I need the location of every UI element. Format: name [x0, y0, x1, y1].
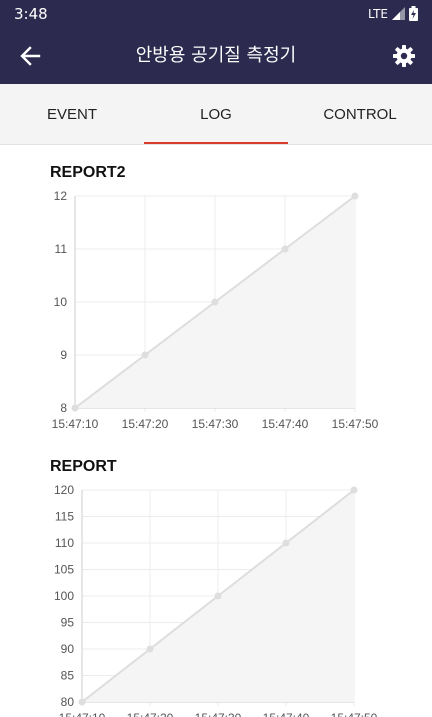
status-bar: 3:48 LTE [0, 0, 432, 28]
x-tick-label: 15:47:30 [195, 711, 242, 717]
network-label: LTE [368, 6, 388, 21]
y-tick-label: 115 [55, 510, 74, 524]
app-title: 안방용 공기질 측정기 [135, 45, 297, 66]
y-tick-label: 105 [54, 563, 74, 577]
tab-log[interactable]: LOG [144, 84, 288, 144]
data-point [78, 698, 86, 706]
x-tick-label: 15:47:50 [331, 711, 378, 717]
y-tick-label: 90 [61, 642, 75, 656]
status-time: 3:48 [14, 5, 48, 23]
tab-bar: EVENT LOG CONTROL [0, 84, 432, 145]
back-button[interactable] [14, 42, 46, 70]
x-tick-label: 15:47:50 [332, 417, 379, 431]
data-point [214, 592, 222, 600]
y-tick-label: 120 [54, 483, 74, 497]
data-point [282, 539, 290, 547]
chart-report: 80 85 90 95 100 105 110 115 120 15:47:10 15:47:20 1… [54, 483, 378, 717]
y-tick-label: 12 [54, 189, 68, 203]
y-tick-label: 95 [61, 616, 75, 630]
chart-title-report: REPORT [50, 458, 117, 475]
data-point [350, 486, 358, 494]
x-tick-label: 15:47:10 [59, 711, 106, 717]
data-point [146, 645, 154, 653]
x-tick-label: 15:47:10 [52, 417, 99, 431]
data-point [351, 192, 359, 200]
y-tick-label: 100 [54, 589, 74, 603]
battery-icon [409, 6, 418, 21]
data-point [281, 245, 289, 253]
settings-button[interactable] [388, 40, 420, 72]
data-point [141, 351, 149, 359]
chart-title-report2: REPORT2 [50, 164, 126, 181]
x-tick-label: 15:47:40 [262, 417, 309, 431]
data-point [211, 298, 219, 306]
status-indicators: LTE [368, 6, 418, 21]
signal-icon [392, 7, 405, 20]
y-tick-label: 8 [60, 401, 67, 415]
x-tick-label: 15:47:20 [122, 417, 169, 431]
chart-report2: 8 9 10 11 12 15:47:10 15:47:20 15:47:30 15:47:40… [52, 189, 379, 431]
data-point [71, 404, 79, 412]
tab-control[interactable]: CONTROL [323, 105, 397, 123]
arrow-left-icon [20, 46, 41, 66]
y-tick-label: 11 [55, 242, 68, 256]
x-tick-label: 15:47:30 [192, 417, 239, 431]
tab-event[interactable]: EVENT [46, 105, 97, 123]
gear-icon [393, 45, 415, 67]
y-tick-label: 110 [55, 536, 74, 550]
y-tick-label: 9 [60, 348, 67, 362]
x-tick-label: 15:47:20 [127, 711, 174, 717]
y-tick-label: 10 [54, 295, 68, 309]
y-tick-label: 80 [61, 695, 75, 709]
app-bar: 안방용 공기질 측정기 [0, 28, 432, 84]
y-tick-label: 85 [61, 669, 75, 683]
x-tick-label: 15:47:40 [263, 711, 310, 717]
